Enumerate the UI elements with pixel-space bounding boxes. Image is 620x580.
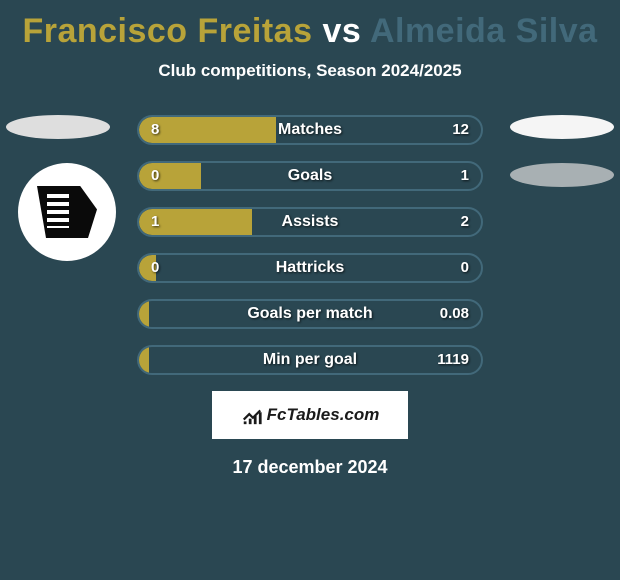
brand-text: FcTables.com xyxy=(267,405,380,425)
stat-row: Min per goal1119 xyxy=(137,345,483,375)
stat-row: Goals per match0.08 xyxy=(137,299,483,329)
page-title: Francisco Freitas vs Almeida Silva xyxy=(0,0,620,51)
left-side xyxy=(0,115,120,261)
player2-name: Almeida Silva xyxy=(370,12,598,50)
club-logo xyxy=(18,163,116,261)
stats-bars: 8Matches120Goals11Assists20Hattricks0Goa… xyxy=(137,115,483,375)
vs-separator: vs xyxy=(313,12,370,50)
club-logo-shape xyxy=(37,186,97,238)
subtitle: Club competitions, Season 2024/2025 xyxy=(0,61,620,81)
stat-value-right: 1119 xyxy=(437,347,469,373)
right-ellipse-2 xyxy=(510,163,614,187)
right-ellipse-1 xyxy=(510,115,614,139)
stat-label: Goals xyxy=(139,163,481,189)
chart-icon xyxy=(241,404,263,426)
stat-value-right: 1 xyxy=(461,163,469,189)
stat-label: Matches xyxy=(139,117,481,143)
stat-label: Goals per match xyxy=(139,301,481,327)
brand-box: FcTables.com xyxy=(212,391,408,439)
stat-label: Assists xyxy=(139,209,481,235)
stat-row: 1Assists2 xyxy=(137,207,483,237)
date-text: 17 december 2024 xyxy=(0,457,620,478)
stat-row: 0Hattricks0 xyxy=(137,253,483,283)
stat-row: 8Matches12 xyxy=(137,115,483,145)
stat-value-right: 2 xyxy=(461,209,469,235)
stat-value-right: 12 xyxy=(452,117,469,143)
stat-label: Hattricks xyxy=(139,255,481,281)
stat-row: 0Goals1 xyxy=(137,161,483,191)
left-ellipse-1 xyxy=(6,115,110,139)
stat-label: Min per goal xyxy=(139,347,481,373)
stat-value-right: 0.08 xyxy=(440,301,469,327)
comparison-panel: 8Matches120Goals11Assists20Hattricks0Goa… xyxy=(0,115,620,478)
stat-value-right: 0 xyxy=(461,255,469,281)
player1-name: Francisco Freitas xyxy=(22,12,312,50)
right-side xyxy=(500,115,620,211)
